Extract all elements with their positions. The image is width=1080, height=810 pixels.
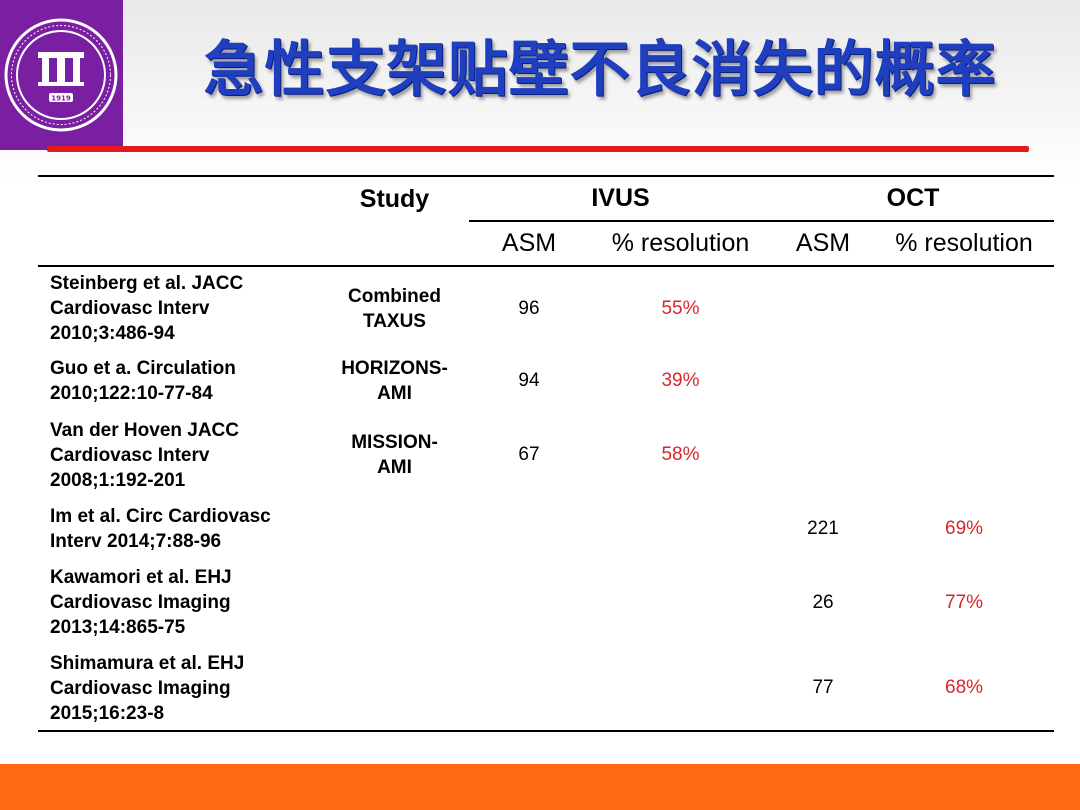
ivus-resolution-cell — [589, 498, 772, 559]
footer-bar — [0, 764, 1080, 810]
table-row: Kawamori et al. EHJ Cardiovasc Imaging 201… — [38, 559, 1054, 646]
oct-resolution-cell: 68% — [874, 646, 1055, 732]
oct-resolution-cell — [874, 412, 1054, 498]
oct-asm-cell: 77 — [772, 646, 875, 732]
table-row: Im et al. Circ Cardiovasc Interv 2014;7:8… — [38, 498, 1054, 559]
ivus-resolution-cell: 58% — [661, 444, 700, 465]
oct-resolution-cell: 69% — [945, 517, 984, 539]
ivus-asm-cell: 96 — [518, 297, 540, 319]
reference-cell: Kawamori et al. EHJ Cardiovasc Imaging 201… — [50, 567, 232, 638]
study-cell: Combined TAXUS — [348, 285, 441, 332]
table-row: Guo et a. Circulation 2010;122:10-77-84 H… — [38, 350, 1054, 412]
table-row: Van der Hoven JACC Cardiovasc Interv 2008;… — [38, 412, 1054, 498]
table-header-row: Study IVUS OCT — [38, 175, 1055, 222]
header-study: Study — [320, 175, 469, 221]
study-cell — [320, 498, 469, 559]
ivus-asm-cell: 94 — [518, 370, 540, 391]
subheader-oct-asm: ASM — [772, 221, 875, 267]
ivus-asm-cell — [469, 559, 589, 646]
university-hospital-seal-icon: 1919 — [4, 18, 118, 132]
subheader-ivus-asm: ASM — [469, 221, 589, 267]
header-oct: OCT — [772, 175, 1055, 222]
ivus-resolution-cell: 55% — [661, 297, 700, 319]
title-divider — [47, 146, 1029, 152]
logo: 1919 — [0, 0, 123, 150]
reference-cell: Im et al. Circ Cardiovasc Interv 2014;7:8… — [50, 505, 271, 552]
oct-resolution-cell — [874, 266, 1054, 350]
header-ivus: IVUS — [469, 175, 773, 222]
oct-asm-cell: 221 — [807, 517, 839, 539]
oct-asm-cell — [772, 266, 874, 350]
oct-resolution-cell: 77% — [945, 591, 984, 613]
reference-cell: Van der Hoven JACC Cardiovasc Interv 2008;… — [50, 419, 239, 491]
ivus-resolution-cell: 39% — [661, 370, 700, 391]
ivus-asm-cell: 67 — [518, 444, 540, 465]
table-row: Steinberg et al. JACC Cardiovasc Interv 20… — [38, 266, 1054, 350]
table-subheader-row: ASM % resolution ASM % resolution — [38, 221, 1055, 267]
data-table: Study IVUS OCT ASM % resolution ASM % re… — [38, 175, 1055, 732]
oct-asm-cell — [772, 412, 874, 498]
logo-year-text: 1919 — [51, 95, 71, 103]
oct-asm-cell — [772, 350, 874, 412]
study-cell — [320, 559, 469, 646]
oct-asm-cell: 26 — [812, 591, 834, 613]
subheader-ivus-resolution: % resolution — [589, 221, 773, 267]
ivus-resolution-cell — [589, 646, 773, 732]
oct-resolution-cell — [874, 350, 1054, 412]
subheader-oct-resolution: % resolution — [874, 221, 1055, 267]
ivus-asm-cell — [469, 646, 589, 732]
study-cell: HORIZONS- AMI — [341, 358, 448, 404]
ivus-asm-cell — [469, 498, 589, 559]
ivus-resolution-cell — [589, 559, 772, 646]
slide-title: 急性支架贴壁不良消失的概率 — [203, 35, 997, 105]
study-cell: MISSION- AMI — [351, 432, 438, 478]
reference-cell: Shimamura et al. EHJ Cardiovasc Imaging 20… — [38, 646, 320, 732]
reference-cell: Guo et a. Circulation 2010;122:10-77-84 — [50, 358, 236, 404]
study-cell — [320, 646, 469, 732]
reference-cell: Steinberg et al. JACC Cardiovasc Interv 20… — [50, 273, 244, 344]
table-row: Shimamura et al. EHJ Cardiovasc Imaging 20… — [38, 646, 1055, 732]
